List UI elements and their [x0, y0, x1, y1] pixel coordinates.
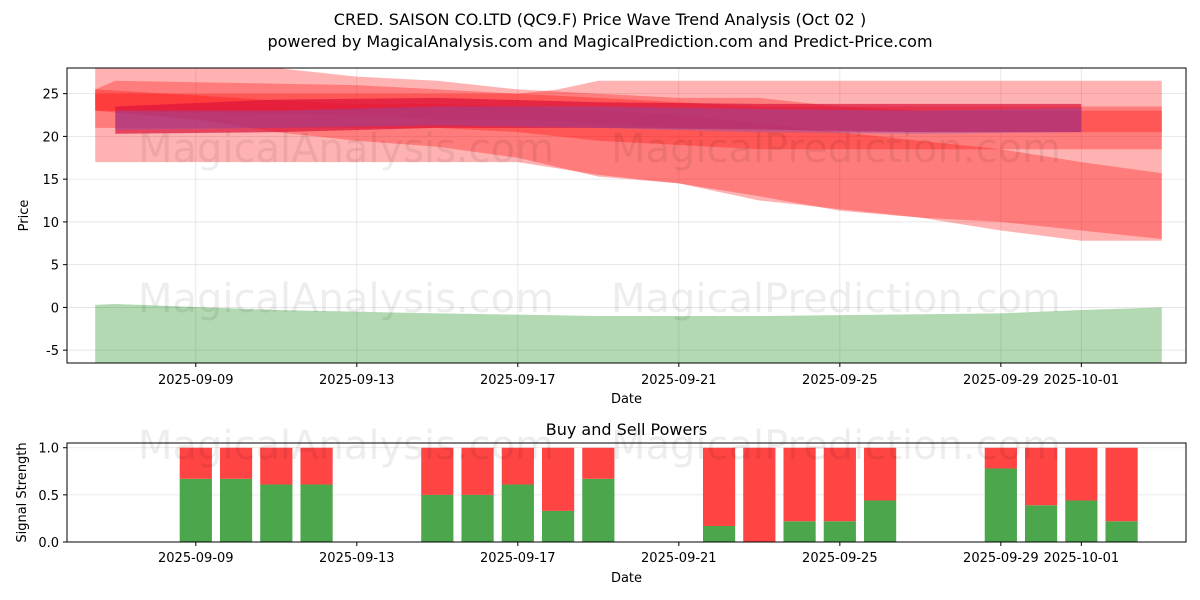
buy-bar	[421, 494, 454, 542]
sell-bar	[219, 447, 253, 479]
watermark-bottom: MagicalAnalysis.com	[138, 423, 554, 469]
watermark-top-upper: MagicalPrediction.com	[611, 126, 1061, 172]
top-y-tick-label: 0	[51, 301, 59, 316]
sell-bar	[260, 447, 293, 485]
sell-bar	[863, 447, 897, 501]
top-x-tick-label: 2025-09-09	[158, 373, 234, 388]
buy-bar	[260, 484, 293, 542]
buy-bar	[984, 468, 1017, 542]
bottom-chart-title: Buy and Sell Powers	[546, 420, 708, 439]
bottom-x-tick-label: 2025-09-13	[319, 551, 395, 566]
buy-bar	[582, 478, 615, 542]
sell-bar	[582, 447, 615, 479]
bottom-y-tick-label: 1.0	[38, 442, 59, 457]
sell-bar	[702, 447, 736, 526]
watermark-top-lower: MagicalAnalysis.com	[138, 276, 554, 322]
top-axes-frame	[66, 67, 1187, 364]
buy-bar	[501, 484, 534, 542]
buy-bar	[1105, 521, 1138, 542]
bottom-y-tick-label: 0.0	[38, 536, 59, 551]
sell-bar	[1024, 447, 1058, 506]
bottom-x-tick-label: 2025-09-17	[480, 551, 556, 566]
sell-bar	[179, 447, 212, 479]
sell-bar	[823, 447, 856, 522]
buy-bar	[702, 525, 736, 542]
top-x-tick-label: 2025-09-13	[319, 373, 395, 388]
buy-bar	[1024, 505, 1058, 542]
watermark-bottom: MagicalPrediction.com	[611, 423, 1061, 469]
buy-bar	[1065, 500, 1098, 542]
top-y-tick-label: 10	[42, 216, 59, 231]
top-x-tick-label: 2025-09-17	[480, 373, 556, 388]
price-wave-chart: MagicalAnalysis.com MagicalAnalysis.com Ma…	[17, 67, 1187, 407]
top-x-axis-label: Date	[611, 392, 642, 407]
buy-bar	[863, 500, 897, 542]
top-x-tick-label: 2025-09-21	[641, 373, 717, 388]
chart-title-line2: powered by MagicalAnalysis.com and Magic…	[267, 32, 932, 51]
sell-bar	[1105, 447, 1138, 522]
sell-bar	[300, 447, 333, 485]
top-y-tick-label: 20	[42, 130, 59, 145]
band-group	[95, 68, 1162, 363]
band-crimson-band	[115, 97, 1082, 134]
watermark-top-upper: MagicalAnalysis.com	[138, 126, 554, 172]
buy-bar	[541, 510, 575, 542]
bottom-x-tick-label: 2025-09-25	[802, 551, 878, 566]
bottom-x-tick-label: 2025-09-09	[158, 551, 234, 566]
bottom-y-axis-label: Signal Strength	[15, 442, 30, 542]
top-y-tick-label: -5	[46, 344, 59, 359]
buy-bar	[219, 478, 253, 542]
bottom-x-axis-label: Date	[611, 571, 642, 586]
sell-bar	[783, 447, 816, 522]
sell-bar	[501, 447, 534, 485]
top-x-tick-label: 2025-10-01	[1044, 373, 1120, 388]
buy-bar	[300, 484, 333, 542]
bottom-axes-frame	[66, 442, 1187, 543]
top-x-tick-label: 2025-09-25	[802, 373, 878, 388]
bottom-x-tick-label: 2025-09-29	[963, 551, 1039, 566]
sell-bar	[984, 447, 1017, 469]
buy-bar	[823, 521, 856, 542]
bottom-x-tick-label: 2025-09-21	[641, 551, 717, 566]
chart-title-line1: CRED. SAISON CO.LTD (QC9.F) Price Wave T…	[334, 10, 866, 29]
sell-bar	[743, 447, 776, 542]
band-purple-band	[115, 106, 1082, 134]
bottom-x-tick-label: 2025-10-01	[1044, 551, 1120, 566]
sell-bar	[1065, 447, 1098, 501]
sell-bar	[421, 447, 454, 495]
band-green-band	[95, 304, 1162, 363]
sell-bar	[541, 447, 575, 511]
top-y-tick-label: 5	[51, 259, 59, 274]
buy-bar	[179, 478, 212, 542]
sell-bar	[461, 447, 494, 495]
top-y-axis-label: Price	[17, 200, 32, 232]
buy-bar	[783, 521, 816, 542]
buy-bar	[461, 494, 494, 542]
bottom-y-tick-label: 0.5	[38, 489, 59, 504]
top-y-tick-label: 25	[42, 88, 59, 103]
top-x-tick-label: 2025-09-29	[963, 373, 1039, 388]
top-y-tick-label: 15	[42, 173, 59, 188]
watermark-top-lower: MagicalPrediction.com	[611, 276, 1061, 322]
